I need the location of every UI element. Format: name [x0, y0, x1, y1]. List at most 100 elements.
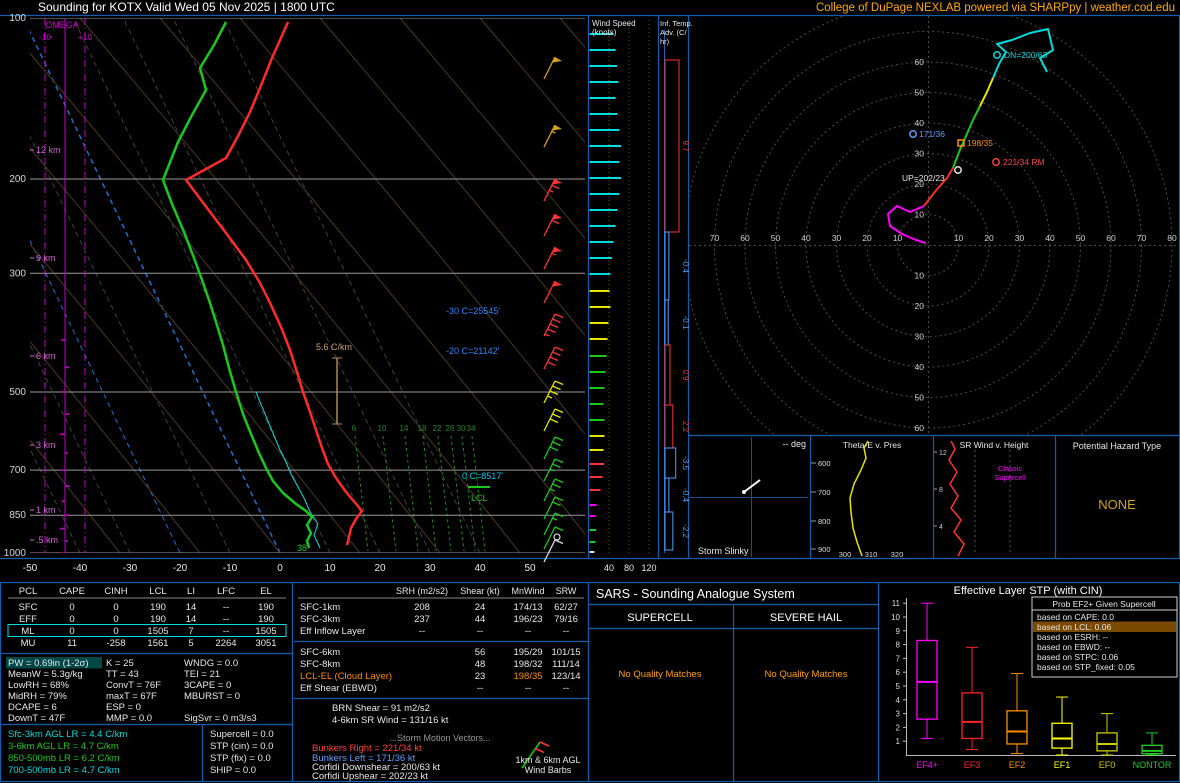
sars-title: SARS - Sounding Analogue System	[596, 587, 795, 601]
kinematics-header: Shear (kt)	[460, 586, 500, 596]
label: 196/23	[513, 614, 542, 625]
label: 190	[150, 602, 166, 613]
kinematics-row-label: Eff Shear (EBWD)	[300, 683, 377, 694]
prob-line[interactable]: based on CAPE: 0.0	[1037, 612, 1114, 622]
hodo-marker	[909, 130, 917, 138]
advection-value: -0.1	[681, 316, 690, 330]
hodo-axis-label: 30	[832, 233, 842, 243]
storm-slinky-title[interactable]: Storm Slinky	[698, 546, 749, 556]
hodograph-trace	[923, 167, 954, 207]
stp-chart-title: Effective Layer STP (with CIN)	[954, 585, 1103, 597]
label: 1505	[255, 626, 276, 637]
hodo-axis-label: 10	[893, 233, 903, 243]
sars-status-hail: No Quality Matches	[765, 669, 848, 680]
temp-tick-label: -50	[23, 563, 38, 574]
thermo-index: DCAPE = 6	[8, 702, 57, 713]
height-label: 12 km	[36, 145, 61, 155]
kinematics-row-label: SFC-3km	[300, 614, 340, 625]
hodo-axis-label: 30	[915, 332, 925, 342]
skewt-annotation: LCL	[471, 493, 488, 503]
thermo-index: DownT = 47F	[8, 713, 65, 724]
hodo-vector-label: 171/36	[919, 129, 945, 139]
stp-ytick: 9	[896, 627, 901, 636]
parcel-row-sfc[interactable]: SFC 0 0 190 14 -- 190	[19, 602, 274, 613]
wind-barb	[543, 380, 564, 404]
thermo-index: SigSvr = 0 m3/s3	[184, 713, 257, 724]
hodo-axis-label: 60	[915, 57, 925, 67]
sars-status-supercell: No Quality Matches	[619, 669, 702, 680]
thermo-index: ConvT = 76F	[106, 680, 161, 691]
label: 123/14	[551, 671, 580, 682]
hodo-axis-label: 10	[915, 271, 925, 281]
skewt-annotation: 38	[297, 543, 307, 553]
label: 2264	[215, 638, 236, 649]
thermo-index: ESP = 0	[106, 702, 141, 713]
srwind-title[interactable]: SR Wind v. Height	[960, 440, 1029, 450]
wind-barb	[543, 496, 564, 520]
hodograph-trace	[887, 205, 927, 244]
label: 190	[150, 614, 166, 625]
pressure-label: 500	[9, 387, 26, 398]
hodo-vector-label: DN=200/63	[1004, 50, 1048, 60]
storm-motion-header: ...Storm Motion Vectors...	[389, 733, 490, 743]
thetae-title[interactable]: Theta-E v. Pres	[843, 440, 901, 450]
wind-barb	[543, 526, 564, 550]
dewpoint-trace	[161, 21, 314, 549]
label: 62/27	[554, 602, 578, 613]
sars-col-supercell[interactable]: SUPERCELL	[627, 612, 692, 624]
thetae-curve	[849, 440, 869, 557]
temp-tick-label: -30	[123, 563, 138, 574]
label: 1505	[147, 626, 168, 637]
stp-ytick: 7	[896, 654, 901, 663]
skewt-plot[interactable]: 6 10 14 18 22 26 30 345.6 C/km-30 C=25545'-20 C…	[0, 18, 1080, 553]
pressure-label: 100	[9, 13, 26, 24]
pressure-label: 300	[9, 268, 26, 279]
prob-line[interactable]: based on EBWD: --	[1037, 642, 1110, 652]
height-label: 1 km	[36, 505, 56, 515]
parcel-row-mu[interactable]: MU 11 -258 1561 5 2264 3051	[21, 638, 277, 649]
hodo-marker	[993, 51, 1001, 59]
stp-box-NONTOR	[1141, 744, 1163, 755]
hodograph[interactable]: 10 20 30 40 50 60 70 10 20 30 40 50 60 70 80 10 10 20 20 30…	[684, 1, 1179, 489]
composite-param: SHIP = 0.0	[210, 765, 256, 776]
parcel-header: EL	[260, 586, 272, 597]
srwind-classic-2: Supercell	[994, 473, 1026, 482]
hodo-axis-label: 40	[801, 233, 811, 243]
temp-tick-label: 40	[474, 563, 486, 574]
stp-box-EF1	[1051, 722, 1073, 749]
srwind-km-label: 12	[939, 450, 947, 457]
advection-value: -0.4	[681, 259, 690, 273]
parcel-row-ml[interactable]: ML 0 0 1505 7 -- 1505	[7, 624, 287, 638]
omega-pos-label: +10	[78, 32, 93, 42]
prob-line[interactable]: based on STPC: 0.06	[1037, 652, 1119, 662]
mixing-ratio-label: 6	[352, 424, 357, 433]
storm-motion-vector: Bunkers Left = 171/36 kt	[312, 753, 416, 764]
advection-bar	[664, 59, 680, 233]
label: 5	[188, 638, 193, 649]
prob-line[interactable]: based on ESRH: --	[1037, 632, 1109, 642]
prob-line[interactable]: based on STP_fixed: 0.05	[1037, 662, 1135, 672]
sars-col-severe-hail[interactable]: SEVERE HAIL	[770, 612, 842, 624]
hodograph-trace	[992, 28, 1054, 79]
stp-ytick: 1	[896, 737, 901, 746]
hodo-axis-label: 10	[954, 233, 964, 243]
thetae-x-label: 310	[865, 550, 878, 559]
temp-tick-label: -40	[73, 563, 88, 574]
prob-line[interactable]: based on LCL: 0.06	[1037, 622, 1111, 632]
srwind-curve	[948, 440, 965, 557]
parcel-row-eff[interactable]: EFF 0 0 190 14 -- 190	[19, 614, 274, 625]
hodo-marker	[957, 139, 965, 147]
stp-category-label: EF4+	[916, 760, 938, 770]
label: 3051	[255, 638, 276, 649]
hodograph-trace	[979, 77, 994, 107]
wind-scale-label: 80	[624, 563, 634, 573]
advection-bar	[664, 511, 674, 551]
kinematics-row-label: LCL-EL (Cloud Layer)	[300, 671, 392, 682]
wind-barb	[543, 124, 562, 148]
pressure-label: 700	[9, 465, 26, 476]
hodo-vector-label: 198/35	[967, 138, 993, 148]
label: --	[525, 683, 531, 694]
wind-barb	[543, 478, 564, 502]
